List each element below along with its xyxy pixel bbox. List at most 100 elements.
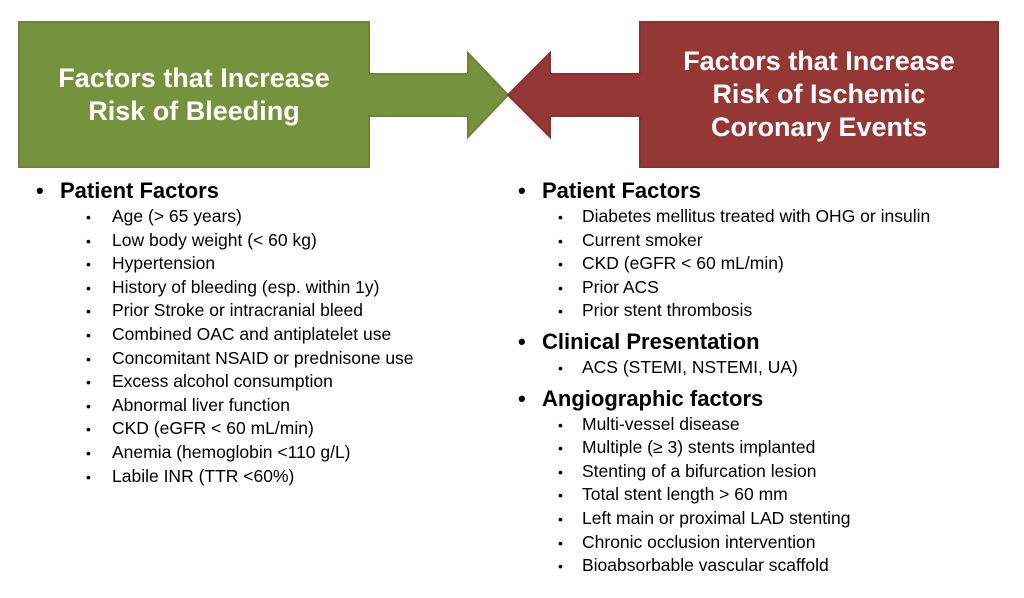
list-item-text: Anemia (hemoglobin <110 g/L) (112, 441, 351, 462)
bullet-icon: • (86, 279, 91, 296)
list-item-text: Labile INR (TTR <60%) (112, 465, 295, 486)
list-item-text: CKD (eGFR < 60 mL/min) (582, 253, 784, 274)
bullet-icon: • (558, 558, 563, 575)
ischemic-section: • Clinical Presentation • ACS (STEMI, NSTEM… (518, 329, 930, 380)
section-heading-text: Angiographic factors (542, 385, 764, 411)
list-item-text: Total stent length > 60 mm (582, 484, 788, 505)
bullet-icon: • (86, 374, 91, 391)
bleeding-factors-list: • Patient Factors • Age (> 65 years) • Low bo… (36, 178, 414, 488)
bullet-icon: • (86, 444, 91, 461)
bullet-icon: • (36, 178, 44, 203)
list-item-text: Abnormal liver function (112, 394, 290, 415)
list-item: • Hypertension (36, 252, 414, 276)
list-item: • Stenting of a bifurcation lesion (518, 460, 930, 484)
bullet-icon: • (518, 385, 526, 411)
bullet-icon: • (558, 209, 563, 225)
ischemic-section-heading: • Angiographic factors (518, 386, 930, 413)
list-item-text: CKD (eGFR < 60 mL/min) (112, 418, 314, 439)
list-item: • Current smoker (518, 229, 930, 253)
bleeding-arrow-shape (18, 21, 510, 168)
bullet-icon: • (558, 256, 563, 273)
list-item-text: Stenting of a bifurcation lesion (582, 460, 817, 481)
bullet-icon: • (558, 416, 563, 433)
section-heading-text: Clinical Presentation (542, 328, 760, 354)
list-item: • Anemia (hemoglobin <110 g/L) (36, 441, 414, 465)
bullet-icon: • (86, 256, 91, 273)
bullet-icon: • (558, 463, 563, 480)
list-item: • Left main or proximal LAD stenting (518, 507, 930, 531)
list-item-text: ACS (STEMI, NSTEMI, UA) (582, 356, 798, 377)
list-item: • Diabetes mellitus treated with OHG or i… (518, 205, 930, 229)
list-item: • Combined OAC and antiplatelet use (36, 323, 414, 347)
list-item: • CKD (eGFR < 60 mL/min) (518, 252, 930, 276)
list-item: • Low body weight (< 60 kg) (36, 229, 414, 253)
list-item: • Bioabsorbable vascular scaffold (518, 554, 930, 578)
bleeding-title-line: Risk of Bleeding (88, 95, 300, 126)
ischemic-arrow-shape (506, 21, 999, 168)
list-item: • Total stent length > 60 mm (518, 483, 930, 507)
ischemic-section-heading: • Clinical Presentation (518, 329, 930, 356)
bullet-icon: • (558, 440, 563, 457)
bleeding-panel-title: Factors that Increase Risk of Bleeding (19, 22, 369, 167)
ischemic-section: • Angiographic factors • Multi-vessel disea… (518, 386, 930, 578)
ischemic-section: • Patient Factors • Diabetes mellitus treat… (518, 178, 930, 323)
list-item-text: Combined OAC and antiplatelet use (112, 323, 392, 344)
ischemic-item-list: • ACS (STEMI, NSTEMI, UA) (518, 356, 930, 380)
ischemic-title-line: Risk of Ischemic (712, 79, 926, 110)
list-item-text: Bioabsorbable vascular scaffold (582, 555, 829, 576)
ischemic-factors-list: • Patient Factors • Diabetes mellitus treat… (518, 178, 930, 578)
list-item: • Chronic occlusion intervention (518, 531, 930, 555)
list-item: • Prior stent thrombosis (518, 299, 930, 323)
list-item-text: History of bleeding (esp. within 1y) (112, 276, 380, 297)
bullet-icon: • (86, 209, 91, 225)
list-item: • Prior Stroke or intracranial bleed (36, 299, 414, 323)
list-item: • History of bleeding (esp. within 1y) (36, 276, 414, 300)
ischemic-title-line: Coronary Events (710, 111, 928, 142)
bullet-icon: • (558, 232, 563, 249)
list-item: • Prior ACS (518, 276, 930, 300)
bullet-icon: • (518, 178, 526, 203)
bullet-icon: • (518, 328, 526, 354)
list-item-text: Prior ACS (582, 276, 659, 297)
list-item-text: Excess alcohol consumption (112, 371, 333, 392)
ischemic-section-heading: • Patient Factors (518, 178, 930, 205)
ischemic-panel-title: Factors that Increase Risk of Ischemic C… (640, 22, 998, 167)
list-item: • Labile INR (TTR <60%) (36, 465, 414, 489)
bleeding-item-list: • Age (> 65 years) • Low body weight (< 60 … (36, 205, 414, 488)
ischemic-item-list: • Multi-vessel disease • Multiple (≥ 3) ste… (518, 413, 930, 578)
section-heading-text: Patient Factors (542, 178, 701, 203)
bullet-icon: • (86, 303, 91, 320)
list-item: • Multiple (≥ 3) stents implanted (518, 436, 930, 460)
bullet-icon: • (86, 326, 91, 343)
bleeding-title-line: Factors that Increase (58, 63, 330, 94)
ischemic-title-line: Factors that Increase (683, 46, 955, 77)
bullet-icon: • (558, 359, 563, 376)
list-item-text: Prior stent thrombosis (582, 300, 753, 321)
bullet-icon: • (558, 303, 563, 320)
list-item: • ACS (STEMI, NSTEMI, UA) (518, 356, 930, 380)
list-item-text: Multi-vessel disease (582, 413, 740, 434)
list-item: • CKD (eGFR < 60 mL/min) (36, 417, 414, 441)
list-item: • Concomitant NSAID or prednisone use (36, 347, 414, 371)
list-item-text: Concomitant NSAID or prednisone use (112, 347, 414, 368)
bullet-icon: • (86, 350, 91, 367)
bullet-icon: • (86, 232, 91, 249)
bullet-icon: • (86, 421, 91, 438)
list-item: • Abnormal liver function (36, 394, 414, 418)
list-item-text: Age (> 65 years) (112, 206, 242, 226)
list-item: • Age (> 65 years) (36, 205, 414, 229)
bullet-icon: • (558, 279, 563, 296)
list-item-text: Multiple (≥ 3) stents implanted (582, 437, 816, 458)
ischemic-item-list: • Diabetes mellitus treated with OHG or i… (518, 205, 930, 323)
list-item-text: Diabetes mellitus treated with OHG or in… (582, 206, 931, 226)
section-heading-text: Patient Factors (60, 178, 219, 203)
bullet-icon: • (86, 397, 91, 414)
list-item-text: Low body weight (< 60 kg) (112, 229, 317, 250)
list-item: • Multi-vessel disease (518, 413, 930, 437)
list-item-text: Prior Stroke or intracranial bleed (112, 300, 363, 321)
bullet-icon: • (558, 534, 563, 551)
list-item-text: Chronic occlusion intervention (582, 531, 816, 552)
bullet-icon: • (558, 487, 563, 504)
bleeding-section: • Patient Factors • Age (> 65 years) • Low bo… (36, 178, 414, 488)
